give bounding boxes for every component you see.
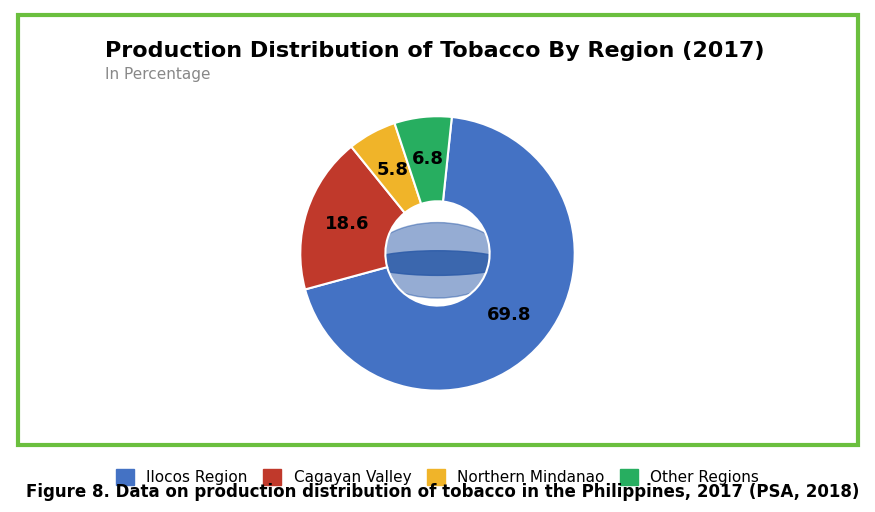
Text: Figure 8. Data on production distribution of tobacco in the Philippines, 2017 (P: Figure 8. Data on production distributio… — [26, 482, 859, 501]
Wedge shape — [352, 123, 421, 213]
Wedge shape — [395, 116, 452, 204]
Text: 6.8: 6.8 — [411, 151, 444, 168]
Ellipse shape — [369, 223, 506, 298]
Ellipse shape — [368, 251, 508, 275]
Text: In Percentage: In Percentage — [105, 67, 211, 81]
Legend: Ilocos Region, Cagayan Valley, Northern Mindanao, Other Regions: Ilocos Region, Cagayan Valley, Northern … — [108, 461, 766, 493]
Text: Production Distribution of Tobacco By Region (2017): Production Distribution of Tobacco By Re… — [105, 41, 765, 61]
Wedge shape — [305, 117, 575, 391]
Text: 18.6: 18.6 — [326, 215, 369, 233]
Text: 5.8: 5.8 — [376, 161, 409, 179]
Text: 69.8: 69.8 — [487, 306, 532, 324]
Wedge shape — [300, 146, 405, 289]
